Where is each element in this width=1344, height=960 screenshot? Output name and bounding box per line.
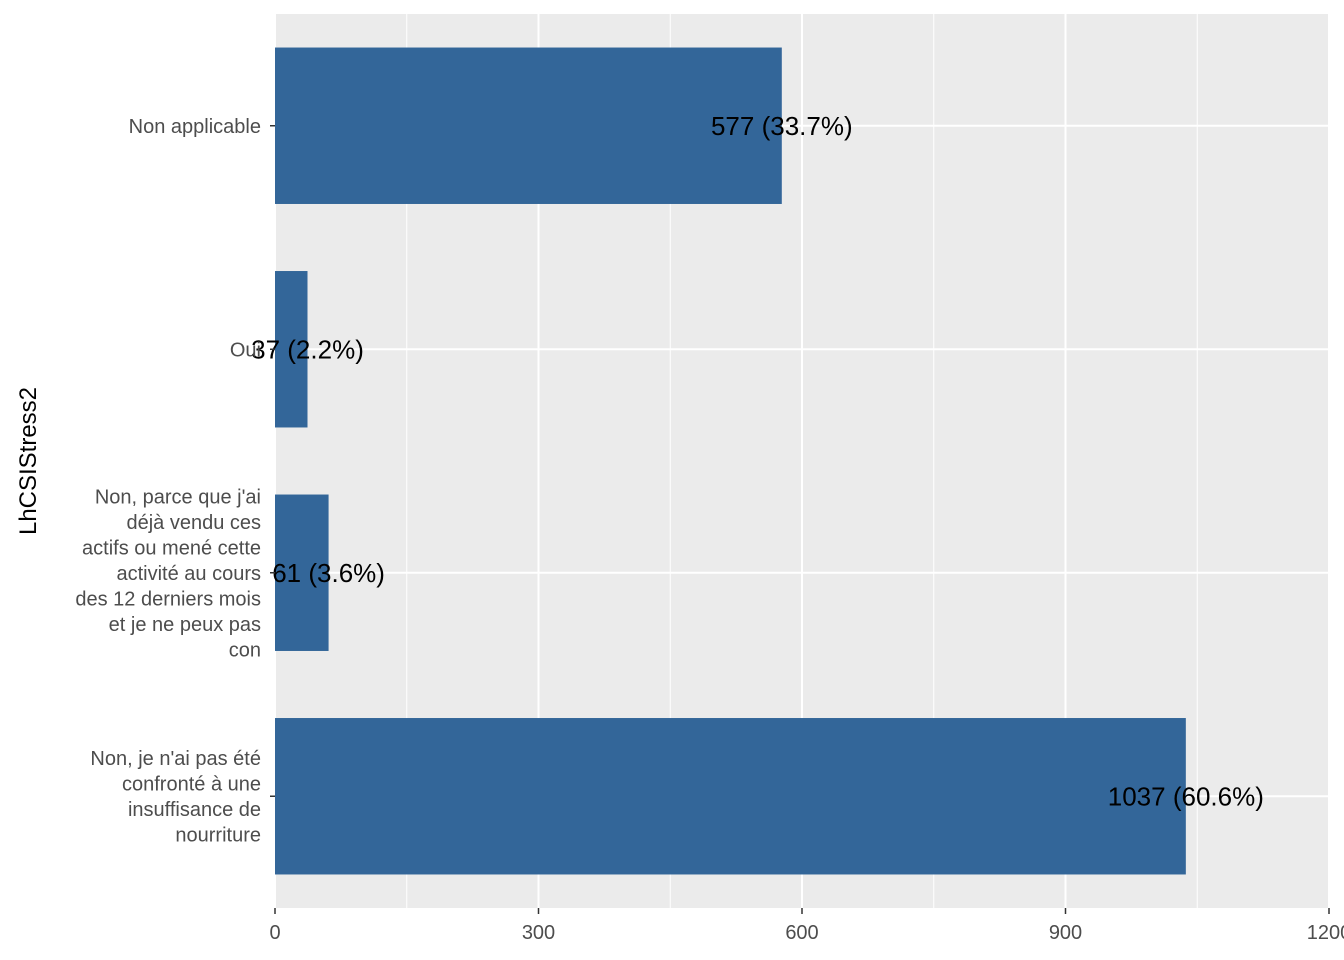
category-label: Oui	[230, 339, 261, 361]
bar	[275, 271, 308, 428]
bars	[275, 47, 1186, 875]
bar	[275, 47, 782, 204]
category-label-line: actifs ou mené cette	[82, 537, 261, 559]
data-label: 61 (3.6%)	[272, 558, 385, 588]
category-label-line: et je ne peux pas	[109, 614, 261, 636]
x-tick-label: 300	[522, 922, 555, 944]
data-labels: 577 (33.7%) 37 (2.2%) 61 (3.6%) 1037 (60.6%…	[251, 111, 1264, 812]
category-label-line: Non applicable	[129, 116, 261, 138]
category-label-line: activité au cours	[116, 563, 261, 585]
x-tick-label: 600	[785, 922, 818, 944]
category-label-line: Oui	[230, 339, 261, 361]
category-label: Non, parce que j'ai déjà vendu ces actifs …	[75, 486, 261, 661]
category-label: Non applicable	[129, 116, 261, 138]
category-label-line: des 12 derniers mois	[75, 588, 261, 610]
bar	[275, 718, 1186, 875]
data-label: 37 (2.2%)	[251, 334, 364, 364]
x-tick-label: 1200	[1307, 922, 1344, 944]
category-label: Non, je n'ai pas été confronté à une insuf…	[90, 748, 261, 847]
category-label-line: Non, parce que j'ai	[95, 486, 261, 508]
x-axis: 0 300 600 900 1200	[269, 908, 1344, 944]
category-label-line: nourriture	[175, 825, 261, 847]
category-label-line: insuffisance de	[128, 799, 261, 821]
x-tick-label: 900	[1049, 922, 1082, 944]
y-axis: Non applicable Oui Non, parce que j'ai déjà…	[75, 116, 275, 847]
bar	[275, 494, 329, 651]
y-axis-title: LhCSIStress2	[15, 387, 42, 535]
category-label-line: Non, je n'ai pas été	[90, 748, 261, 770]
x-tick-label: 0	[269, 922, 280, 944]
category-label-line: déjà vendu ces	[126, 512, 261, 534]
category-label-line: con	[229, 639, 261, 661]
category-label-line: confronté à une	[122, 774, 261, 796]
data-label: 577 (33.7%)	[711, 111, 853, 141]
data-label: 1037 (60.6%)	[1108, 781, 1264, 811]
